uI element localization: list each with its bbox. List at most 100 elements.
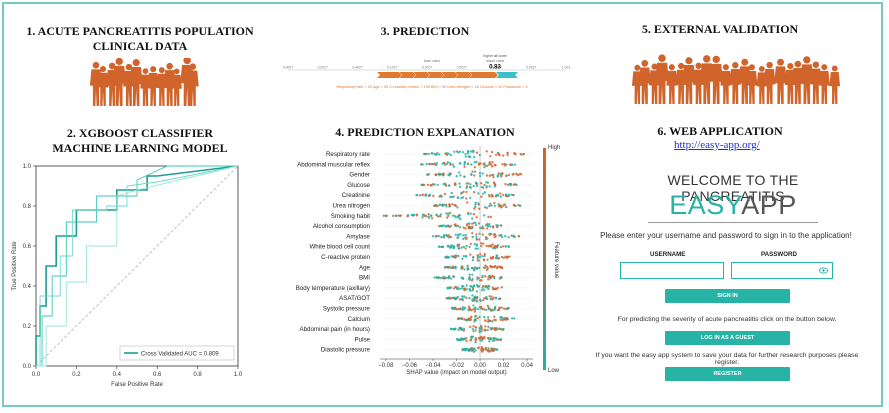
- force-axis-tick-label: 0.3027: [422, 66, 432, 70]
- shap-point: [447, 236, 451, 239]
- shap-point: [486, 336, 490, 340]
- shap-point: [461, 306, 464, 309]
- person-body: [666, 70, 678, 104]
- shap-point: [456, 196, 460, 200]
- roc-chance-line: [35, 165, 239, 367]
- shap-point: [464, 227, 467, 230]
- shap-point: [438, 245, 441, 248]
- shap-point: [499, 192, 502, 195]
- person-figure: [147, 66, 159, 106]
- register-button[interactable]: REGISTER: [665, 367, 790, 381]
- shap-point: [485, 206, 488, 210]
- shap-point: [491, 308, 494, 312]
- shap-point: [470, 279, 474, 282]
- shap-point: [491, 161, 494, 164]
- shap-point: [435, 203, 438, 207]
- person-body: [112, 65, 126, 106]
- shap-point: [501, 319, 504, 322]
- shap-point: [456, 244, 459, 247]
- shap-feature-label: Systolic pressure: [323, 306, 371, 313]
- shap-point: [478, 326, 481, 330]
- shap-point: [502, 154, 505, 157]
- shap-point: [457, 151, 460, 154]
- shap-point: [470, 346, 474, 350]
- shap-point: [425, 152, 428, 156]
- shap-point: [431, 217, 434, 220]
- shap-point: [452, 255, 455, 259]
- shap-point: [445, 255, 448, 258]
- shap-point: [504, 193, 508, 196]
- shap-point: [491, 246, 495, 250]
- shap-point: [478, 266, 481, 270]
- shap-point: [490, 193, 493, 196]
- shap-point: [428, 162, 431, 166]
- shap-point: [474, 341, 477, 344]
- person-head: [831, 65, 838, 72]
- shap-point: [452, 328, 455, 331]
- shap-point: [487, 284, 490, 288]
- shap-feature-label: Diastolic pressure: [321, 347, 371, 354]
- shap-point: [427, 216, 431, 219]
- shap-point: [491, 320, 494, 323]
- shap-point: [439, 224, 442, 228]
- shap-point: [486, 258, 489, 261]
- shap-point: [474, 329, 477, 332]
- colorbar-label: Feature value: [553, 242, 559, 279]
- shap-point: [506, 307, 509, 310]
- force-output-value-label: output value: [486, 59, 505, 63]
- username-field[interactable]: [620, 262, 724, 279]
- shap-point: [457, 214, 461, 217]
- shap-point: [490, 173, 493, 177]
- shap-point: [450, 244, 454, 247]
- person-figure: [729, 61, 742, 104]
- shap-point: [442, 234, 446, 237]
- shap-point: [464, 152, 467, 156]
- shap-point: [468, 273, 471, 276]
- shap-point: [458, 243, 461, 246]
- sign-in-button[interactable]: SIGN IN: [665, 289, 790, 303]
- person-head: [166, 62, 173, 70]
- welcome-heading: WELCOME TO THE PANCREATITIS: [667, 172, 799, 204]
- shap-point: [458, 182, 461, 185]
- shap-point: [397, 214, 400, 217]
- shap-point: [469, 183, 472, 186]
- shap-point: [462, 329, 466, 332]
- shap-point: [502, 307, 506, 310]
- roc-chart: 0.0 0.2 0.4 0.6 0.8 1.0 0.0 0.2 0.4 0.6 0.8 1.0 Fals…: [12, 164, 243, 388]
- shap-point: [447, 276, 451, 279]
- shap-point: [450, 195, 454, 199]
- shap-point: [488, 223, 491, 226]
- register-note: If you want the easy app system to save …: [595, 352, 859, 366]
- shap-point: [492, 296, 495, 299]
- shap-point: [490, 150, 494, 154]
- shap-point: [484, 325, 487, 328]
- shap-point: [456, 206, 459, 209]
- eye-icon[interactable]: [819, 267, 828, 274]
- shap-point: [470, 315, 473, 318]
- shap-point: [487, 287, 490, 291]
- shap-point: [496, 245, 499, 248]
- roc-y-tick-label: 0.6: [23, 244, 32, 250]
- shap-point: [462, 255, 466, 258]
- roc-x-tick-label: 0.8: [193, 372, 202, 378]
- guest-login-button[interactable]: LOG IN AS A GUEST: [665, 331, 790, 345]
- shap-point: [463, 163, 466, 166]
- password-field[interactable]: [731, 262, 833, 279]
- shap-point: [465, 284, 468, 287]
- shap-point: [483, 183, 486, 187]
- shap-point: [454, 296, 458, 299]
- shap-point: [444, 152, 448, 155]
- shap-point: [488, 244, 492, 247]
- shap-point: [473, 347, 476, 350]
- shap-point: [494, 183, 497, 187]
- shap-point: [420, 183, 424, 186]
- web-app-link[interactable]: http://easy-app.org/: [674, 139, 760, 151]
- shap-beeswarm-chart: Respiratory rate Abdominal muscular refle…: [296, 145, 561, 376]
- shap-point: [448, 184, 451, 187]
- shap-point: [447, 234, 450, 237]
- shap-point: [445, 225, 448, 228]
- shap-point: [462, 190, 465, 194]
- shap-point: [476, 346, 480, 350]
- person-head: [668, 64, 675, 71]
- shap-point: [483, 214, 486, 217]
